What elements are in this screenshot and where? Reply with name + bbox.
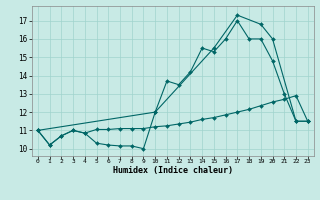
X-axis label: Humidex (Indice chaleur): Humidex (Indice chaleur) [113, 166, 233, 175]
